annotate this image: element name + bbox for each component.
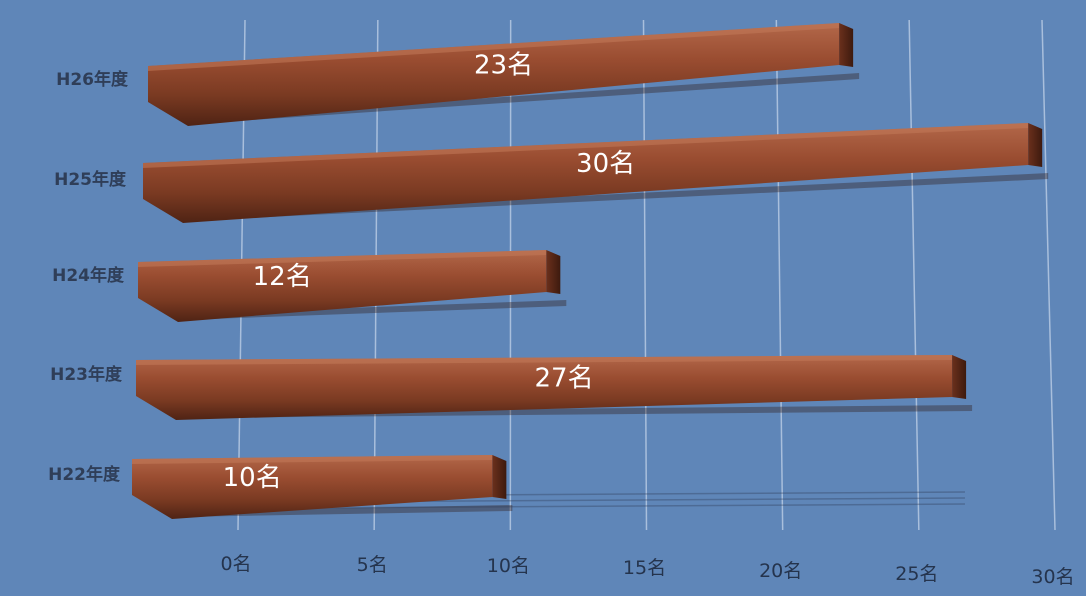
x-tick-label: 30名 [1031, 566, 1074, 588]
bar: 27名 [136, 355, 967, 420]
bar-data-label: 30名 [576, 149, 635, 179]
bar-end-cap [492, 455, 507, 499]
bar: 12名 [138, 250, 561, 322]
bar-face [143, 123, 1029, 223]
bar: 23名 [148, 23, 854, 126]
bar-highlight [148, 23, 840, 71]
bar-face [132, 455, 493, 519]
category-label: H24年度 [52, 265, 125, 286]
bar-data-label: 27名 [534, 364, 593, 394]
bar-face [148, 23, 840, 126]
x-tick-label: 20名 [759, 560, 802, 582]
category-labels: H26年度 H25年度 H24年度 H23年度 H22年度 [48, 69, 129, 485]
category-label: H23年度 [50, 364, 123, 385]
bar-shadow [177, 505, 513, 517]
shadow-streak [299, 503, 966, 509]
bar-data-label: 10名 [223, 463, 282, 493]
bar-data-label: 23名 [474, 51, 533, 81]
bar-data-label: 12名 [253, 262, 312, 292]
bar: 10名 [132, 455, 507, 519]
gridline [1041, 19, 1056, 531]
bar-highlight [138, 250, 547, 267]
bars: 23名 30名 12名 27名 10名 [132, 23, 1043, 519]
gridline [908, 19, 920, 531]
x-tick-label: 0名 [220, 553, 251, 575]
x-tick-label: 5名 [357, 554, 388, 576]
bar-highlight [136, 355, 953, 365]
category-label: H22年度 [48, 464, 121, 485]
category-label: H25年度 [54, 169, 127, 190]
x-tick-labels: 0名 5名 10名 15名 20名 25名 30名 [220, 553, 1074, 588]
bar-shadows [177, 73, 1049, 517]
bar-highlight [143, 123, 1029, 168]
bar-shadow [183, 300, 567, 320]
category-label: H26年度 [56, 69, 129, 90]
bar-end-cap [546, 250, 561, 294]
bar: 30名 [143, 123, 1043, 223]
bar-end-cap [952, 355, 967, 399]
bar-end-cap [839, 23, 854, 67]
bar-end-cap [1028, 123, 1043, 167]
bar-shadow [181, 405, 973, 418]
gridline [642, 19, 648, 531]
x-tick-label: 25名 [895, 563, 938, 585]
bar-highlight [132, 455, 493, 464]
gridline [775, 19, 784, 531]
bar-face [138, 250, 547, 322]
bar-shadow [193, 73, 860, 124]
x-tick-label: 15名 [623, 557, 666, 579]
x-tick-label: 10名 [487, 555, 530, 577]
bar-face [136, 355, 953, 420]
bar-shadow [188, 173, 1049, 221]
